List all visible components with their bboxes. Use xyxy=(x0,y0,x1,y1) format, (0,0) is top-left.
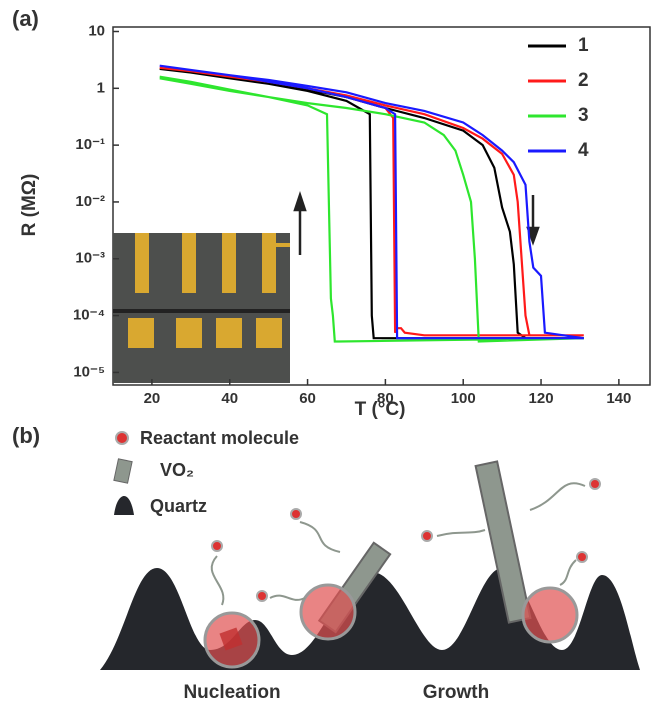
y-tick-label: 10⁻³ xyxy=(75,250,105,267)
x-tick-label: 60 xyxy=(299,390,316,407)
x-tick-label: 100 xyxy=(451,390,476,407)
legend-label: VO₂ xyxy=(160,460,194,480)
series-line xyxy=(159,75,584,343)
legend-label: 4 xyxy=(578,140,589,161)
panel-label: (b) xyxy=(12,423,40,448)
x-tick-label: 140 xyxy=(606,390,631,407)
y-tick-label: 1 xyxy=(97,79,105,96)
panel-label: (a) xyxy=(12,6,39,31)
legend-label: 2 xyxy=(578,70,589,91)
growth-diagram xyxy=(100,431,640,670)
arrows xyxy=(293,191,540,255)
y-tick-label: 10⁻⁴ xyxy=(73,307,105,324)
stage-label: Nucleation xyxy=(183,682,280,703)
inset-micrograph xyxy=(113,233,290,383)
y-axis-label: R (MΩ) xyxy=(19,174,40,237)
legend-label: 3 xyxy=(578,105,589,126)
y-tick-label: 10⁻² xyxy=(75,193,105,210)
x-tick-label: 120 xyxy=(529,390,554,407)
plot-frame xyxy=(112,26,651,386)
x-axis-label: T (°C) xyxy=(355,399,406,420)
y-tick-label: 10 xyxy=(88,22,105,39)
x-tick-label: 40 xyxy=(221,390,238,407)
legend-label: Reactant molecule xyxy=(140,428,299,448)
x-tick-label: 20 xyxy=(144,390,161,407)
y-tick-label: 10⁻¹ xyxy=(75,136,105,153)
legend-label: Quartz xyxy=(150,496,207,516)
series-line xyxy=(159,64,584,340)
legend-label: 1 xyxy=(578,35,589,56)
x-tick-label: 80 xyxy=(377,390,394,407)
stage-label: Growth xyxy=(423,682,490,703)
y-tick-label: 10⁻⁵ xyxy=(73,363,105,380)
